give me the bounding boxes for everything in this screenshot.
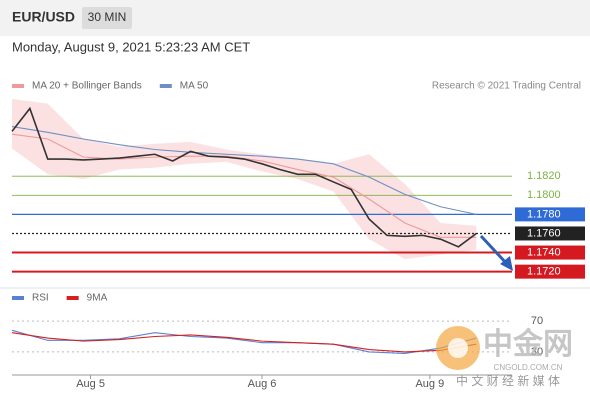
legend-swatch — [12, 84, 24, 88]
timeframe: 30 MIN — [88, 10, 127, 24]
x-tick-label: Aug 5 — [76, 378, 105, 390]
level-label-bg — [515, 226, 585, 241]
level-label: 1.1740 — [527, 246, 561, 258]
watermark-slogan: 中 文 财 经 新 媒 体 — [456, 373, 560, 388]
level-label: 1.1720 — [527, 266, 561, 278]
level-label-bg — [515, 207, 585, 222]
x-tick-label: Aug 6 — [248, 378, 277, 390]
legend-label: 9MA — [87, 293, 108, 304]
watermark-logo-inner — [448, 338, 468, 358]
legend-label: RSI — [32, 293, 49, 304]
watermark: 中金网 CNGOLD.COM.CN 中 文 财 经 新 媒 体 — [436, 326, 573, 388]
watermark-site: CNGOLD.COM.CN — [494, 363, 563, 372]
bollinger-band — [12, 98, 477, 260]
series-line — [11, 332, 477, 353]
y-tick-label: 30 — [531, 346, 543, 358]
symbol: EUR/USD — [12, 9, 75, 25]
level-label: 1.1800 — [527, 189, 561, 201]
x-tick-label: Aug 9 — [415, 378, 444, 390]
series-line — [11, 329, 477, 354]
forecast-arrowhead — [500, 256, 513, 271]
watermark-brand: 中金网 — [483, 327, 573, 361]
legend-label: MA 50 — [180, 81, 209, 92]
level-label-bg — [515, 245, 585, 260]
legend-swatch — [66, 296, 79, 300]
series-line — [11, 126, 477, 215]
timeframe-badge — [82, 7, 132, 29]
legend-swatch — [159, 84, 172, 88]
level-label-bg — [515, 264, 585, 279]
y-tick-label: 70 — [531, 315, 543, 327]
level-label: 1.1760 — [527, 227, 561, 239]
series-line — [11, 106, 477, 248]
legend-swatch — [12, 296, 24, 300]
legend-label: MA 20 + Bollinger Bands — [32, 81, 142, 92]
level-label: 1.1780 — [527, 208, 561, 220]
level-label: 1.1820 — [527, 170, 561, 182]
credit: Research © 2021 Trading Central — [432, 81, 581, 92]
timestamp: Monday, August 9, 2021 5:23:23 AM CET — [12, 39, 250, 54]
forecast-arrow — [479, 234, 509, 266]
